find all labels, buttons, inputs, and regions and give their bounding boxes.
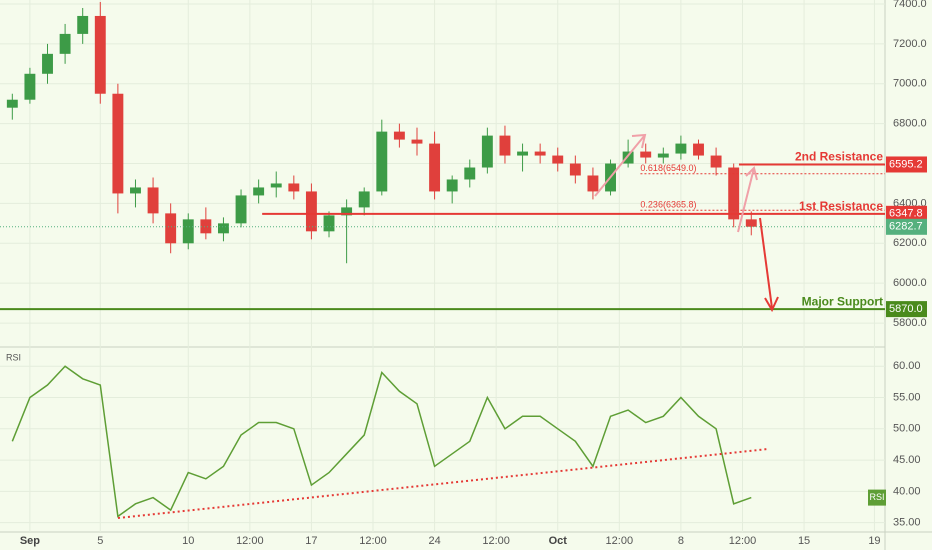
fib-label: 0.236(6365.8)	[640, 200, 696, 210]
candle-body	[341, 207, 353, 216]
y-tick-label: 55.00	[893, 391, 921, 403]
rsi-trendline	[117, 448, 769, 519]
x-tick-label: 5	[97, 535, 103, 547]
projection-arrows	[594, 133, 758, 233]
x-tick-label: 12:00	[482, 535, 510, 547]
price-tag	[886, 156, 927, 173]
candle-body	[693, 143, 704, 156]
candle-body	[393, 131, 405, 140]
candle-body	[24, 73, 36, 100]
legend-label: RSI	[869, 492, 884, 502]
y-tick-label: 7200.0	[893, 38, 927, 50]
y-tick-label: 35.00	[893, 517, 921, 529]
candle-body	[253, 187, 265, 196]
x-tick-label: 12:00	[606, 535, 634, 547]
candle-body	[446, 179, 458, 192]
candle-body	[182, 219, 194, 244]
y-tick-label: 7400.0	[893, 0, 927, 10]
candle-body	[675, 143, 687, 154]
arrow-head	[745, 166, 758, 181]
candle-body	[94, 15, 106, 94]
x-tick-label: 12:00	[729, 535, 757, 547]
x-tick-label: Sep	[20, 535, 40, 547]
candle-body	[429, 143, 441, 192]
candle-body	[499, 135, 511, 156]
x-tick-label: Oct	[549, 535, 568, 547]
candle-body	[42, 53, 53, 74]
candle-body	[517, 151, 529, 156]
candle-body	[305, 191, 317, 232]
level-name: Major Support	[802, 294, 883, 308]
x-tick-label: 24	[428, 535, 440, 547]
arrow-head	[631, 133, 647, 149]
price-tag-label: 5870.0	[889, 303, 923, 315]
candle-body	[657, 153, 669, 158]
price-tag	[886, 218, 927, 235]
x-tick-label: 12:00	[359, 535, 387, 547]
candle-body	[235, 195, 247, 224]
candle-body	[640, 151, 652, 158]
x-tick-label: 12:00	[236, 535, 264, 547]
candle-body	[59, 33, 71, 54]
candle-body	[130, 187, 141, 194]
candle-body	[710, 155, 722, 168]
level-name: 1st Resistance	[799, 199, 883, 213]
candle-body	[587, 175, 599, 192]
price-tag-label: 6595.2	[889, 158, 923, 170]
candle-body	[200, 219, 212, 234]
x-tick-label: 8	[678, 535, 684, 547]
candle-body	[464, 167, 476, 180]
y-tick-label: 40.00	[893, 485, 921, 497]
y-tick-label: 6200.0	[893, 237, 927, 249]
candle-body	[552, 155, 564, 164]
rsi-title: RSI	[6, 352, 21, 362]
x-tick-label: 15	[798, 535, 810, 547]
y-tick-label: 6800.0	[893, 118, 927, 130]
price-tag	[886, 301, 927, 318]
candle-body	[745, 219, 757, 227]
arrow-head	[764, 296, 779, 313]
candle-body	[270, 183, 282, 188]
candle-body	[112, 93, 124, 194]
candle-body	[481, 135, 493, 168]
x-tick-label: 10	[182, 535, 194, 547]
y-tick-label: 50.00	[893, 423, 921, 435]
level-name: 2nd Resistance	[795, 150, 883, 164]
candle-body	[534, 151, 546, 156]
fib-label: 0.618(6549.0)	[640, 163, 696, 173]
price-tag-label: 6347.8	[889, 208, 923, 220]
price-tag-label: 6282.7	[889, 221, 923, 233]
candle-body	[728, 167, 740, 220]
candle-body	[165, 213, 177, 244]
candle-body	[77, 15, 89, 34]
rsi-line	[11, 365, 752, 518]
candle-body	[569, 163, 581, 176]
y-tick-label: 7000.0	[893, 78, 927, 90]
y-tick-label: 6000.0	[893, 277, 927, 289]
x-tick-label: 19	[868, 535, 880, 547]
price-tag	[886, 205, 927, 222]
arrow	[737, 167, 755, 233]
candle-body	[323, 215, 335, 232]
candle-body	[147, 187, 159, 214]
candle-body	[622, 151, 634, 164]
candle-body	[6, 99, 18, 108]
candle-body	[217, 223, 229, 234]
candle-body	[376, 131, 388, 192]
candle-body	[411, 139, 423, 144]
candle-body	[358, 191, 370, 208]
target-arrow	[759, 217, 779, 313]
y-tick-label: 45.00	[893, 454, 921, 466]
candle-body	[288, 183, 300, 192]
y-tick-label: 5800.0	[893, 317, 927, 329]
arrow	[759, 217, 773, 309]
arrow	[594, 134, 646, 197]
x-tick-label: 17	[305, 535, 317, 547]
y-tick-label: 60.00	[893, 360, 921, 372]
series-tag	[868, 489, 886, 506]
